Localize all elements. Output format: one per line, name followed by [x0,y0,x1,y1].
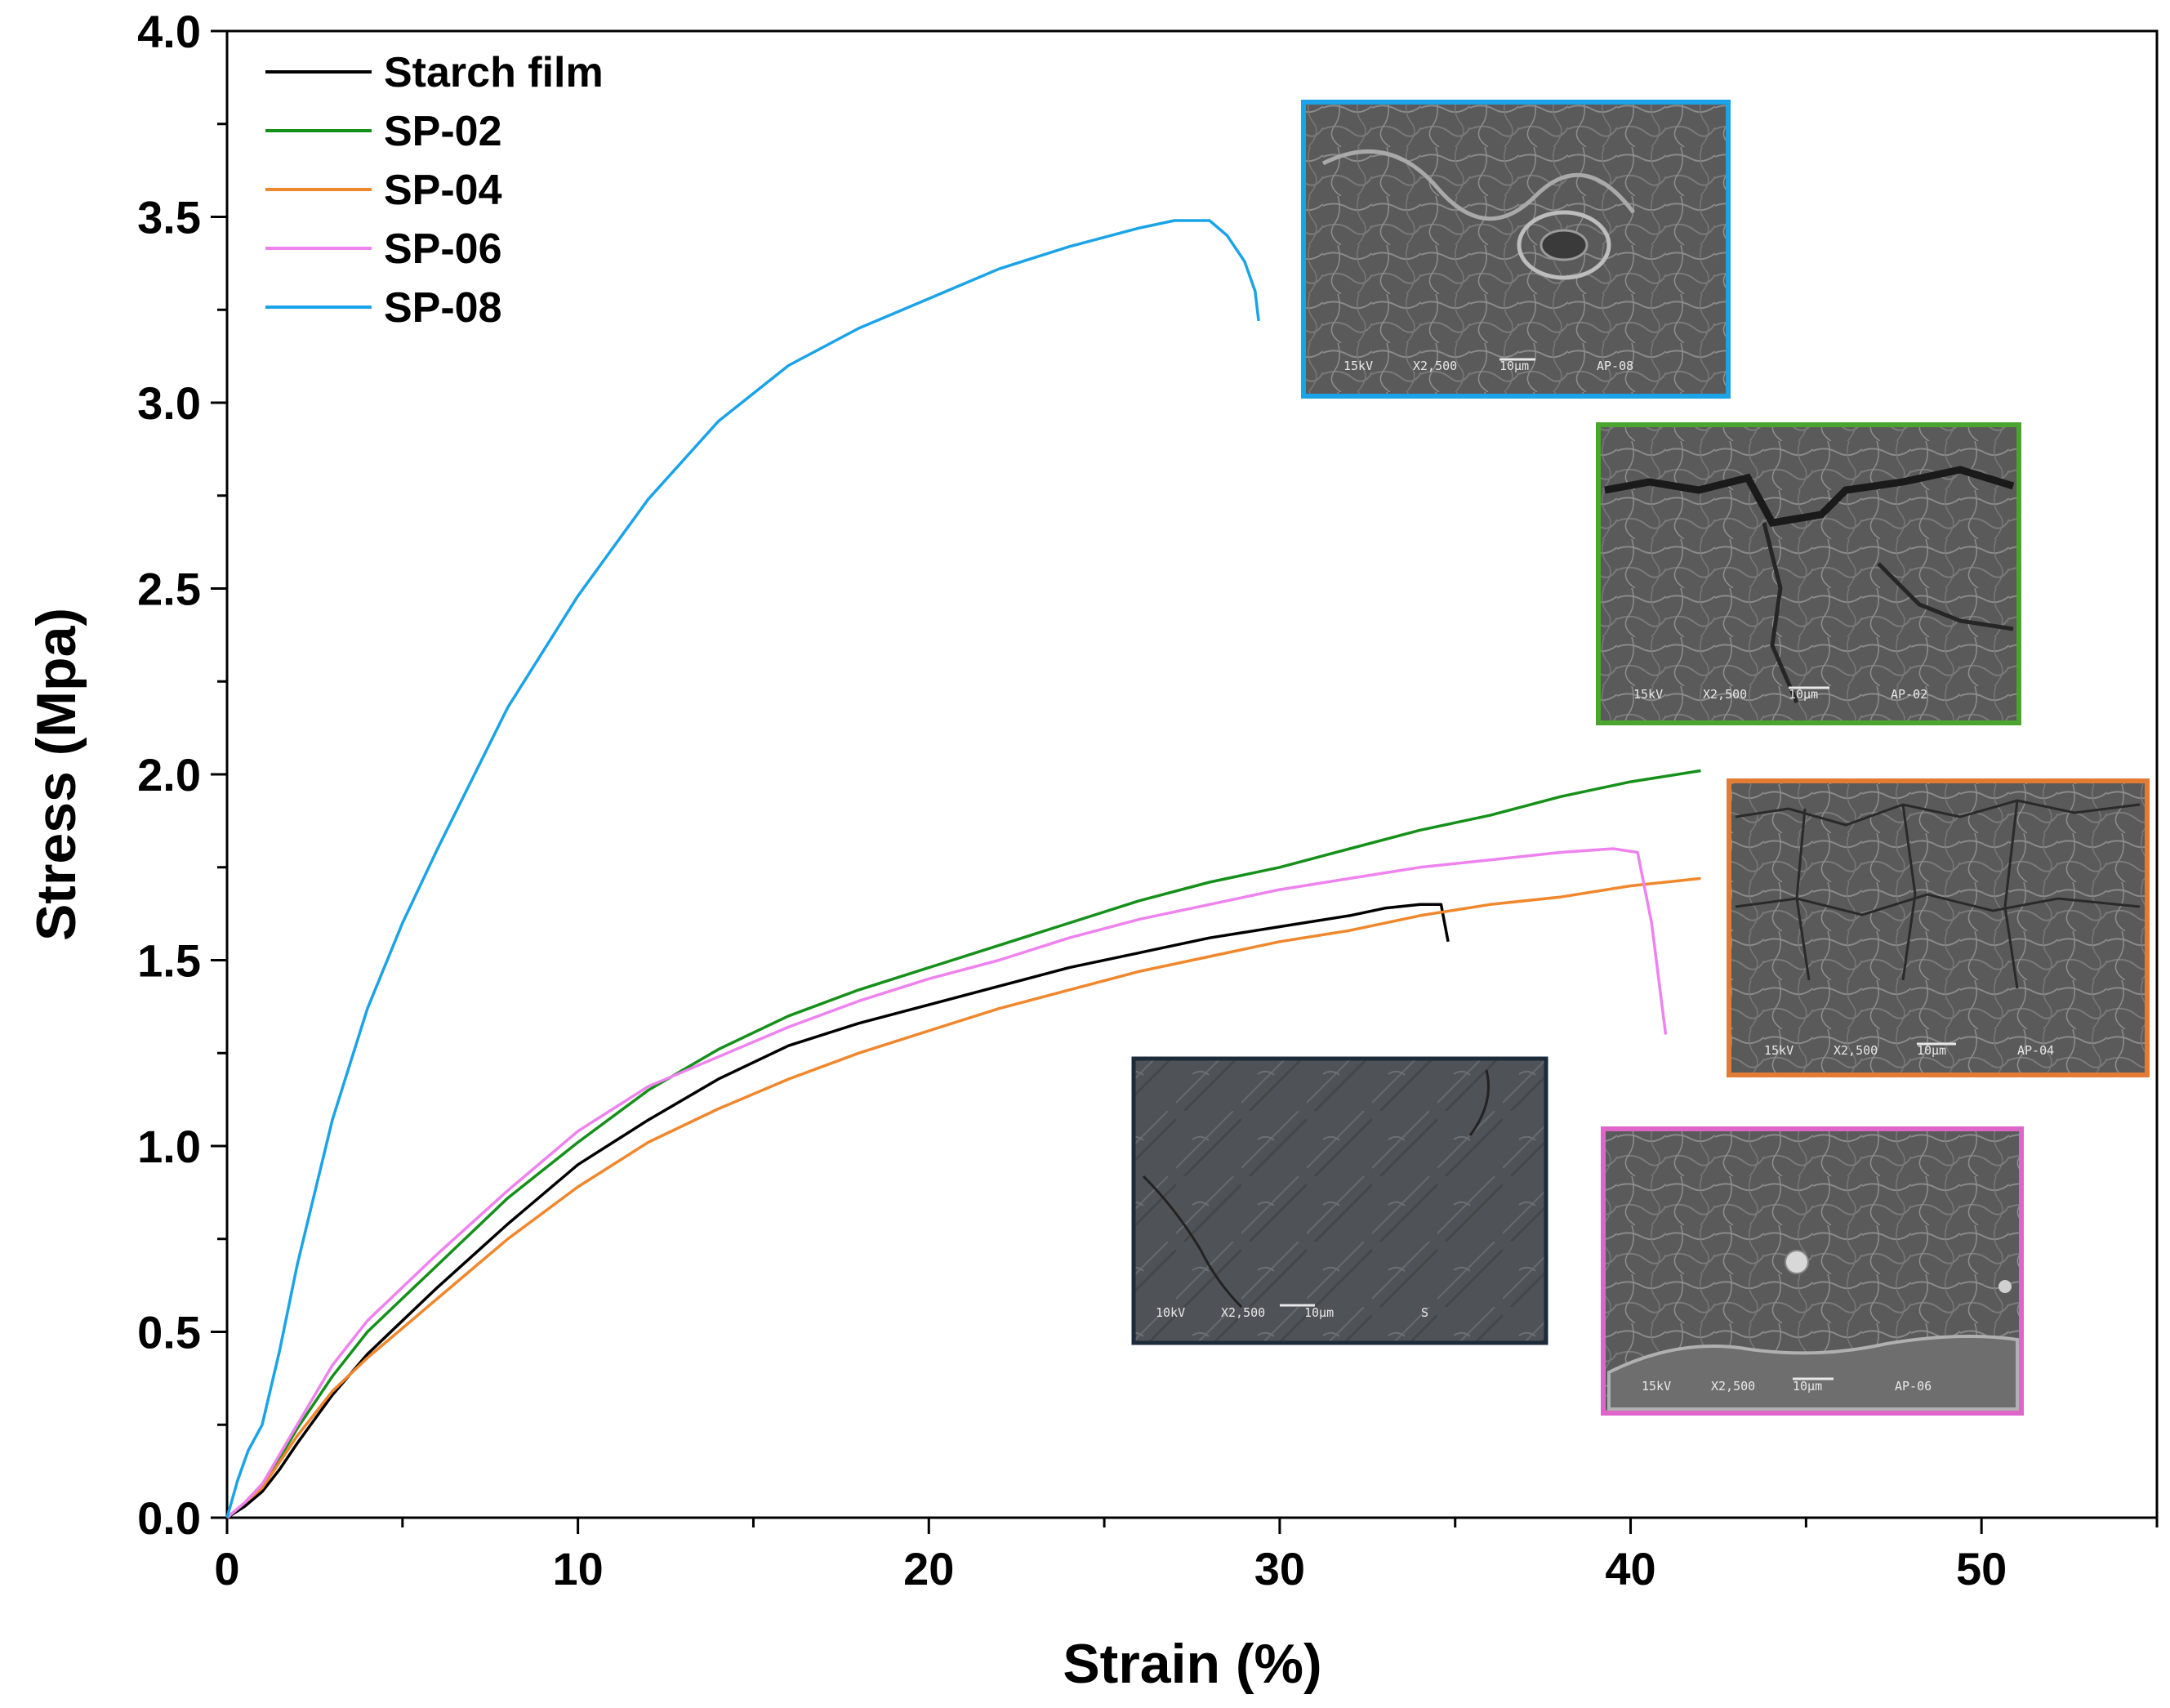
sem-caption-sample: AP-08 [1597,359,1633,373]
sem-caption-sample: S [1421,1305,1428,1320]
sem-caption-kv: 15kV [1642,1379,1671,1394]
sem-caption-scale: 10µm [1304,1305,1334,1320]
y-tick-label: 2.0 [137,749,201,800]
y-tick-label: 1.0 [137,1121,201,1172]
x-tick-label: 10 [552,1543,603,1594]
sem-caption-kv: 10kV [1156,1305,1185,1320]
legend-label: SP-06 [384,225,502,273]
y-tick-label: 3.0 [137,377,201,429]
y-axis-ticks: 0.0 0.5 1.0 1.5 2.0 2.5 3.0 3.5 4.0 [137,6,227,1544]
legend-label: SP-04 [384,167,502,214]
x-tick-label: 0 [214,1543,239,1594]
y-tick-label: 4.0 [137,6,201,57]
sem-caption-scale: 10µm [1789,687,1818,702]
sem-inset-starch: 10kV X2,500 10µm S [1131,1056,1548,1345]
sem-inset-sp-06: 15kV X2,500 10µm AP-06 [1601,1126,2024,1416]
sem-caption-mag: X2,500 [1834,1043,1878,1058]
sem-caption-mag: X2,500 [1221,1305,1265,1320]
legend-label: SP-08 [384,284,502,332]
x-tick-label: 20 [903,1543,954,1594]
sem-caption-kv: 15kV [1343,359,1373,373]
sem-insets: 15kV X2,500 10µm AP-08 15kV X2,500 10µm … [1131,100,2150,1416]
x-axis-ticks: 0 10 20 30 40 50 [214,1518,2159,1594]
sem-inset-sp-02: 15kV X2,500 10µm AP-02 [1596,422,2021,725]
sem-caption-scale: 10µm [1917,1043,1946,1058]
legend-label: SP-02 [384,108,502,155]
y-tick-label: 2.5 [137,564,201,615]
y-tick-label: 0.5 [137,1307,201,1358]
series-line-starch-film [226,903,1450,1519]
y-tick-label: 3.5 [137,192,201,243]
sem-caption-kv: 15kV [1764,1043,1793,1058]
series-line-sp-08 [225,219,1260,1518]
series-line-sp-06 [225,847,1668,1519]
sem-caption-scale: 10µm [1499,359,1529,373]
sem-caption-mag: X2,500 [1711,1379,1755,1394]
legend-label: Starch film [384,49,604,96]
legend: Starch film SP-02 SP-04 SP-06 SP-08 [265,49,604,332]
sem-caption-sample: AP-06 [1895,1379,1932,1394]
sem-caption-sample: AP-02 [1891,687,1927,702]
x-tick-label: 50 [1956,1543,2007,1594]
sem-inset-sp-08: 15kV X2,500 10µm AP-08 [1301,100,1731,399]
sem-inset-sp-04: 15kV X2,500 10µm AP-04 [1727,778,2150,1077]
sem-caption-kv: 15kV [1633,687,1663,702]
series-line-sp-04 [225,876,1701,1519]
sem-caption-mag: X2,500 [1703,687,1747,702]
series-line-sp-02 [225,769,1701,1519]
y-axis-title: Stress (Mpa) [25,608,87,941]
y-tick-label: 1.5 [137,935,201,987]
sem-caption-scale: 10µm [1793,1379,1822,1394]
y-tick-label: 0.0 [137,1492,201,1544]
x-tick-label: 40 [1605,1543,1655,1594]
sem-caption-sample: AP-04 [2017,1043,2054,1058]
x-axis-title: Strain (%) [1063,1633,1321,1695]
x-tick-label: 30 [1254,1543,1305,1594]
data-series [225,219,1701,1519]
sem-caption-mag: X2,500 [1413,359,1457,373]
